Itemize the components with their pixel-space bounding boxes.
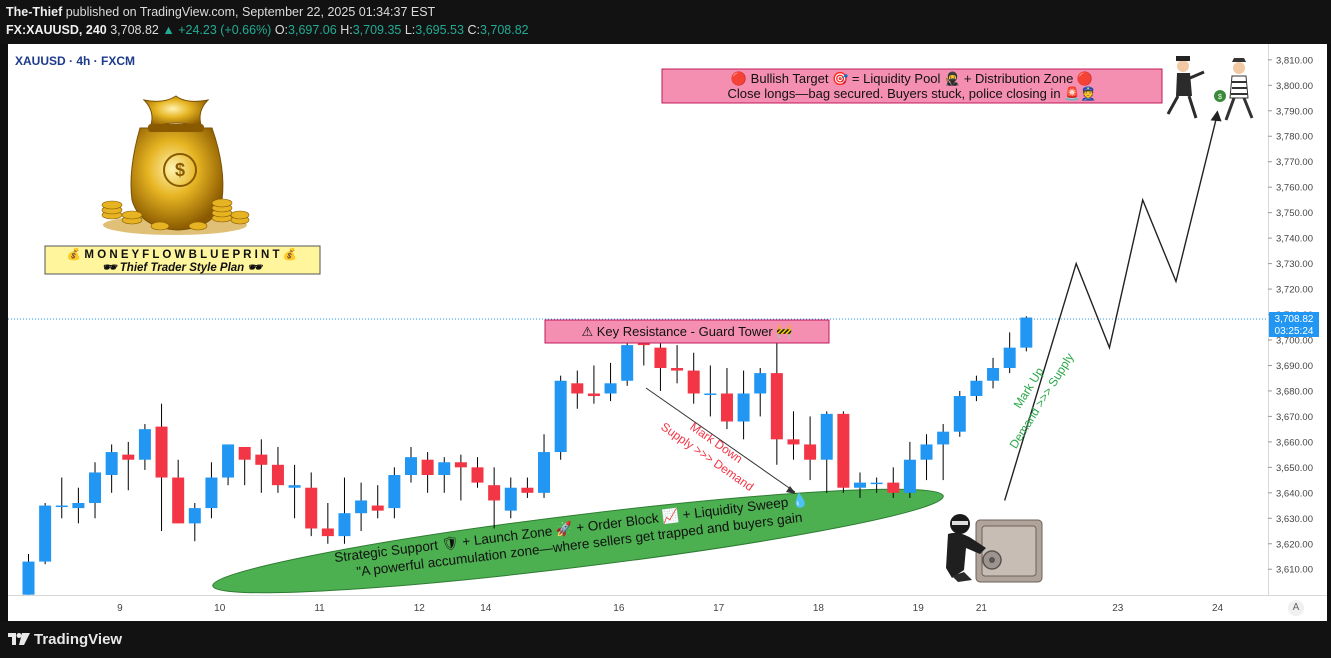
low-label: L: <box>404 23 416 37</box>
open-value: 3,697.06 <box>288 23 337 37</box>
price-axis[interactable] <box>1268 44 1328 595</box>
publisher-line: The-Thief published on TradingView.com, … <box>6 5 435 19</box>
published-text: published on TradingView.com, September … <box>62 5 436 19</box>
tradingview-logo-icon <box>8 633 30 645</box>
publisher-name[interactable]: The-Thief <box>6 5 63 19</box>
auto-scale-button[interactable]: A <box>1288 600 1304 616</box>
high-value: 3,709.35 <box>352 23 402 37</box>
time-axis[interactable] <box>8 595 1327 622</box>
symbol-label: FX:XAUUSD, 240 <box>6 23 107 37</box>
low-value: 3,695.53 <box>415 23 464 37</box>
tradingview-brand: TradingView <box>34 631 123 648</box>
chart-plot-area[interactable] <box>8 44 1268 595</box>
right-frame <box>1327 44 1331 621</box>
footer-bar: TradingView <box>0 621 1331 658</box>
close-value: 3,708.82 <box>479 23 529 37</box>
ohlc-line: FX:XAUUSD, 240 3,708.82 ▲ +24.23 (+0.66%… <box>6 23 529 37</box>
price-change: ▲ +24.23 (+0.66%) <box>162 23 272 37</box>
publish-header: The-Thief published on TradingView.com, … <box>0 0 1331 44</box>
open-label: O: <box>274 23 289 37</box>
close-label: C: <box>467 23 480 37</box>
high-label: H: <box>340 23 353 37</box>
tradingview-logo[interactable]: TradingView <box>8 631 122 648</box>
last-price: 3,708.82 <box>110 23 159 37</box>
